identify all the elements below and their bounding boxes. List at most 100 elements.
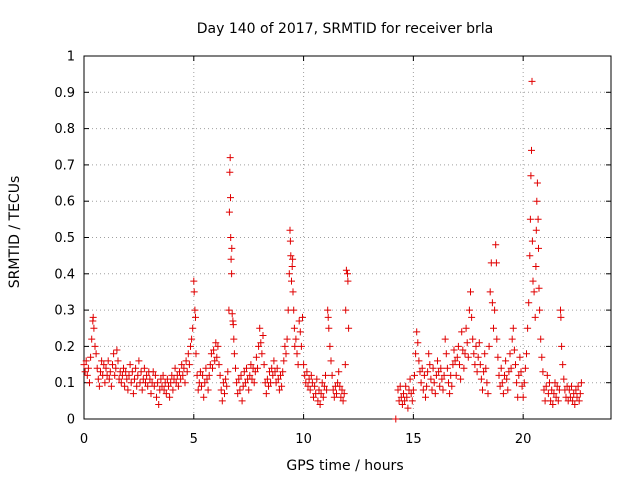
- data-point: [306, 386, 314, 394]
- data-point: [462, 324, 470, 332]
- data-point: [506, 350, 514, 358]
- data-point: [475, 339, 483, 347]
- data-point: [333, 390, 340, 398]
- data-point: [280, 357, 288, 365]
- data-point: [187, 342, 194, 350]
- data-point: [135, 357, 143, 365]
- data-point: [104, 357, 112, 365]
- data-point: [531, 313, 539, 321]
- data-point: [416, 368, 424, 376]
- data-point: [411, 371, 418, 379]
- data-point: [518, 382, 526, 390]
- data-point: [474, 353, 482, 361]
- data-point: [480, 368, 488, 376]
- data-point: [289, 288, 297, 296]
- data-point: [557, 306, 564, 314]
- data-point: [325, 324, 333, 332]
- data-point: [256, 324, 264, 332]
- data-point: [224, 368, 232, 376]
- data-point: [223, 382, 231, 390]
- data-point: [528, 146, 535, 154]
- data-point: [423, 382, 431, 390]
- data-point: [265, 382, 272, 390]
- data-point: [559, 361, 567, 369]
- data-point: [227, 234, 235, 241]
- data-point: [122, 368, 130, 376]
- data-point: [560, 375, 568, 383]
- data-point: [127, 379, 135, 387]
- data-point: [484, 390, 492, 398]
- data-point: [327, 357, 335, 365]
- data-point: [445, 379, 452, 387]
- data-point: [248, 375, 256, 383]
- data-point: [498, 379, 506, 387]
- data-point: [330, 393, 338, 401]
- data-point: [218, 397, 226, 405]
- data-point: [255, 342, 263, 350]
- data-point: [199, 371, 207, 379]
- data-point: [344, 277, 352, 285]
- data-point: [554, 397, 562, 405]
- data-point: [297, 342, 305, 350]
- data-point: [430, 379, 438, 387]
- data-point: [203, 375, 211, 383]
- data-point: [450, 346, 458, 354]
- x-tick-label: 5: [190, 432, 198, 447]
- data-point: [440, 371, 448, 379]
- data-point: [290, 324, 298, 332]
- data-point: [523, 350, 530, 358]
- data-point: [120, 364, 127, 372]
- data-point: [229, 321, 237, 329]
- data-point: [263, 375, 271, 383]
- data-point: [89, 313, 97, 321]
- data-point: [91, 342, 99, 350]
- data-point: [501, 371, 508, 379]
- data-point: [463, 339, 471, 347]
- data-point: [404, 404, 412, 412]
- data-point: [461, 350, 469, 358]
- data-point: [491, 306, 499, 314]
- data-point: [490, 324, 497, 332]
- data-point: [107, 382, 115, 390]
- data-point: [425, 350, 433, 358]
- data-point: [437, 364, 445, 372]
- data-point: [469, 335, 477, 343]
- data-point: [302, 379, 310, 387]
- data-point: [477, 375, 485, 383]
- data-point: [457, 375, 465, 383]
- data-point: [111, 371, 119, 379]
- data-point: [269, 371, 277, 379]
- data-point: [290, 306, 298, 314]
- data-point: [543, 371, 551, 379]
- data-point: [401, 397, 409, 405]
- data-point: [452, 371, 460, 379]
- data-point: [140, 364, 148, 372]
- data-point: [118, 371, 126, 379]
- data-point: [273, 364, 281, 372]
- data-point: [315, 386, 323, 394]
- data-point: [170, 375, 178, 383]
- data-point: [338, 386, 346, 394]
- data-point: [492, 259, 500, 267]
- data-point: [82, 357, 90, 365]
- data-point: [417, 379, 425, 387]
- data-point: [137, 368, 145, 376]
- data-point: [251, 368, 259, 376]
- data-point: [435, 368, 443, 376]
- data-point: [282, 350, 290, 358]
- data-point: [270, 357, 278, 365]
- data-point: [222, 375, 230, 383]
- data-point: [160, 386, 168, 394]
- data-point: [314, 397, 322, 405]
- data-point: [214, 342, 222, 350]
- data-point: [398, 401, 406, 408]
- data-point: [210, 346, 218, 354]
- data-point: [172, 379, 180, 387]
- x-axis-label: GPS time / hours: [286, 458, 403, 474]
- data-point: [245, 386, 253, 394]
- data-point: [324, 313, 332, 321]
- data-point: [97, 368, 104, 376]
- y-axis-ticks: 0 0.1 0.2 0.3 0.4 0.5 0.6 0.7 0.8 0.9 1: [54, 50, 611, 428]
- data-point: [307, 371, 315, 379]
